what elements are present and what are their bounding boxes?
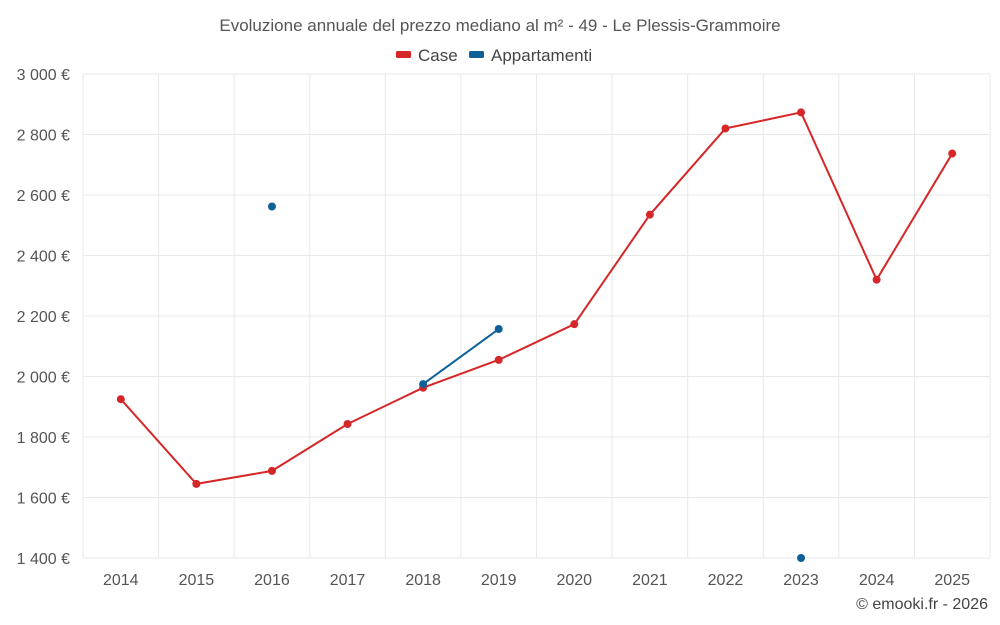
x-axis: 2014 2015 2016 2017 2018 2019 2020 2021 2022 2023… — [103, 572, 970, 589]
y-tick-label: 2 800 € — [17, 128, 70, 145]
x-tick-label: 2023 — [783, 572, 819, 589]
data-point[interactable] — [494, 325, 503, 334]
data-point[interactable] — [419, 380, 428, 389]
y-tick-label: 3 000 € — [17, 67, 70, 84]
data-point[interactable] — [116, 395, 125, 404]
chart-title: Evoluzione annuale del prezzo mediano al… — [219, 16, 780, 35]
legend: Case Appartamenti — [396, 46, 592, 65]
data-point[interactable] — [192, 479, 201, 488]
x-tick-label: 2022 — [708, 572, 744, 589]
data-point[interactable] — [494, 355, 503, 364]
x-tick-label: 2025 — [934, 572, 970, 589]
series-line — [422, 328, 500, 385]
y-tick-label: 2 200 € — [17, 309, 70, 326]
data-point[interactable] — [721, 124, 730, 133]
y-tick-label: 1 800 € — [17, 430, 70, 447]
series-line — [120, 111, 954, 485]
y-tick-label: 2 400 € — [17, 249, 70, 266]
data-point[interactable] — [267, 202, 276, 211]
x-tick-label: 2014 — [103, 572, 139, 589]
legend-label[interactable]: Case — [418, 46, 458, 65]
y-tick-label: 2 000 € — [17, 370, 70, 387]
y-tick-label: 1 600 € — [17, 491, 70, 508]
y-axis: 1 400 € 1 600 € 1 800 € 2 000 € 2 200 € 2 400… — [17, 67, 70, 568]
x-tick-label: 2016 — [254, 572, 290, 589]
data-point[interactable] — [570, 320, 579, 329]
y-tick-label: 1 400 € — [17, 551, 70, 568]
x-tick-label: 2020 — [556, 572, 592, 589]
grid — [82, 73, 991, 559]
data-point[interactable] — [267, 466, 276, 475]
series-appartamenti — [267, 202, 806, 562]
data-point[interactable] — [797, 108, 806, 117]
data-point[interactable] — [872, 275, 881, 284]
data-point[interactable] — [948, 149, 957, 158]
data-point[interactable] — [797, 554, 806, 562]
x-tick-label: 2017 — [330, 572, 366, 589]
credit-text: © emooki.fr - 2026 — [856, 596, 988, 613]
legend-label[interactable]: Appartamenti — [491, 46, 592, 65]
x-tick-label: 2021 — [632, 572, 668, 589]
x-tick-label: 2015 — [179, 572, 215, 589]
data-point[interactable] — [343, 419, 352, 428]
data-point[interactable] — [645, 210, 654, 219]
legend-swatch — [396, 51, 411, 58]
x-tick-label: 2024 — [859, 572, 895, 589]
y-tick-label: 2 600 € — [17, 188, 70, 205]
x-tick-label: 2019 — [481, 572, 517, 589]
series-layer — [116, 108, 957, 562]
legend-swatch — [469, 51, 484, 58]
x-tick-label: 2018 — [405, 572, 441, 589]
